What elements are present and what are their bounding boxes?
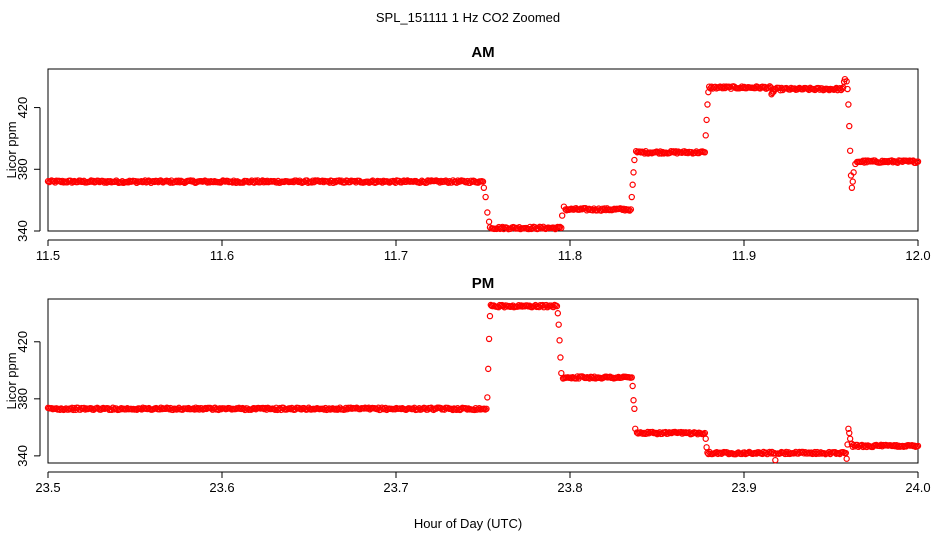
am-data-point (702, 132, 709, 139)
am-data-point (626, 207, 633, 214)
am-data-point (627, 206, 635, 213)
pm-data-point (555, 321, 562, 328)
am-data-point (844, 85, 851, 93)
pm-data-point (556, 337, 563, 344)
pm-data-point (631, 405, 638, 413)
am-data-point (765, 84, 772, 91)
am-data-point (850, 169, 857, 176)
pm-x-tick-label: 23.6 (209, 480, 234, 495)
pm-data-point (553, 302, 561, 310)
am-data-point (843, 78, 850, 85)
am-data-point (630, 169, 637, 176)
pm-data-point (702, 435, 709, 442)
am-data-point (846, 147, 854, 154)
am-data-point (480, 184, 488, 191)
pm-data-point (485, 365, 492, 373)
pm-data-point (846, 429, 853, 437)
am-data-point (846, 122, 853, 130)
am-x-tick-label: 12.0 (905, 248, 930, 263)
pm-data-point (846, 435, 854, 442)
pm-data-point (557, 354, 564, 361)
am-data-point (766, 83, 773, 90)
panel-am: AM 11.5 11.6 11.7 11.8 11.9 12.0 340 380 420 Licor… (4, 44, 931, 263)
pm-data-point (772, 456, 779, 464)
pm-data-point (914, 442, 922, 450)
am-panel-title: AM (471, 44, 494, 61)
am-x-tick-label: 11.5 (36, 248, 60, 263)
pm-data-point (558, 369, 565, 377)
am-data-point (628, 193, 635, 201)
am-data-point (703, 116, 710, 124)
am-y-tick-label: 380 (15, 158, 30, 180)
pm-x-tick-label: 24.0 (905, 480, 930, 495)
am-data-point (479, 178, 487, 185)
pm-x-tick-label: 23.5 (35, 480, 60, 495)
pm-x-tick-label: 23.9 (731, 480, 756, 495)
am-x-tick-label: 11.9 (732, 248, 756, 263)
am-data-point (187, 177, 194, 184)
pm-data-point (554, 310, 562, 317)
figure-title: SPL_151111 1 Hz CO2 Zoomed (376, 10, 560, 25)
am-data-point (845, 101, 852, 108)
am-data-point (484, 209, 491, 216)
pm-data-point (844, 441, 851, 448)
pm-data-point (485, 335, 493, 343)
am-data-point (631, 156, 638, 164)
pm-data-point (842, 449, 849, 457)
pm-data-point (845, 425, 852, 432)
pm-data-point (486, 312, 494, 320)
pm-series (44, 301, 922, 464)
pm-data-point (630, 397, 637, 404)
pm-data-point (484, 394, 491, 401)
am-data-point (849, 178, 856, 185)
pm-panel-title: PM (472, 275, 495, 292)
am-data-point (445, 179, 452, 186)
pm-data-point (628, 374, 635, 381)
pm-y-tick-label: 380 (15, 388, 30, 410)
pm-data-point (629, 382, 636, 390)
pm-x-tick-label: 23.8 (557, 480, 582, 495)
am-data-point (558, 224, 565, 232)
pm-y-tick-label: 420 (15, 331, 30, 353)
am-data-point (629, 181, 636, 188)
am-y-tick-label: 340 (15, 220, 30, 242)
am-data-point (848, 184, 856, 191)
am-data-point (558, 212, 566, 219)
pm-data-point (701, 429, 709, 437)
pm-y-tick-label: 340 (15, 445, 30, 467)
x-axis-title: Hour of Day (UTC) (414, 516, 522, 531)
am-data-point (625, 206, 632, 213)
am-x-tick-label: 11.7 (384, 248, 408, 263)
am-series (44, 75, 922, 233)
pm-plot-frame (47, 298, 919, 464)
am-plot-frame (47, 68, 919, 232)
am-y-tick-label: 420 (15, 97, 30, 119)
am-data-point (556, 223, 564, 231)
am-data-point (485, 218, 493, 225)
am-data-point (701, 149, 709, 156)
am-x-tick-label: 11.6 (210, 248, 234, 263)
pm-data-point (483, 405, 490, 413)
pm-data-point (843, 455, 850, 462)
pm-x-tick-label: 23.7 (383, 480, 408, 495)
panel-pm: PM 23.5 23.6 23.7 23.8 23.9 24.0 340 380 420Licor… (4, 275, 931, 495)
am-data-point (482, 193, 489, 201)
am-x-tick-label: 11.8 (558, 248, 582, 263)
pm-y-axis-title: Licor ppm (4, 352, 19, 409)
am-y-axis-title: Licor ppm (4, 121, 19, 178)
am-data-point (914, 158, 922, 165)
am-data-point (704, 101, 711, 108)
